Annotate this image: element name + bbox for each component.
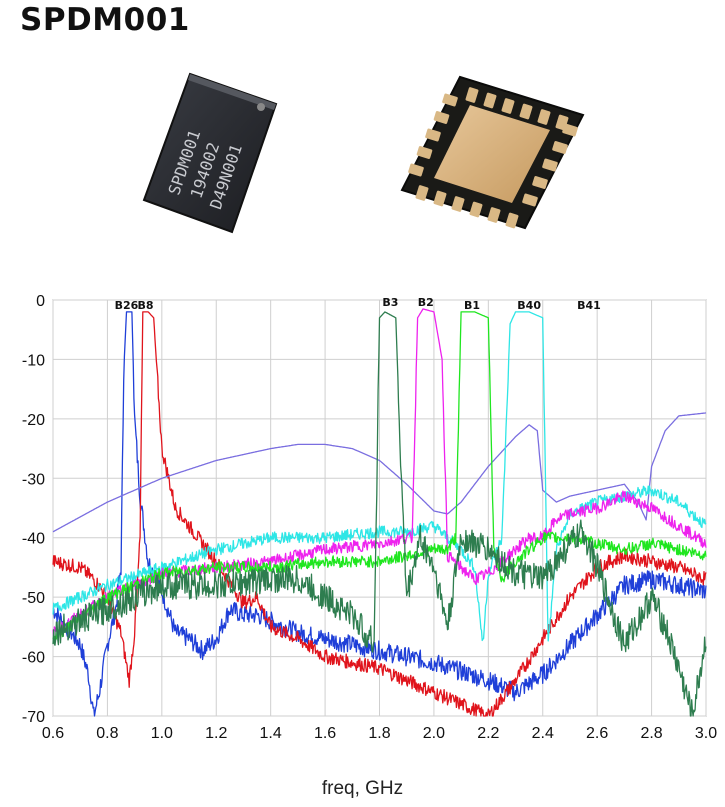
- pad: [425, 128, 441, 142]
- chip-top-icon: SPDM001 194002 D49N001: [142, 72, 278, 234]
- pad: [442, 93, 458, 107]
- band-label-b1: B1: [464, 299, 480, 312]
- x-tick-label: 2.0: [423, 725, 445, 742]
- series-line-2: [52, 412, 707, 533]
- pad: [433, 111, 450, 124]
- pad: [505, 212, 519, 229]
- x-tick-label: 1.6: [314, 725, 336, 742]
- y-tick-label: -60: [22, 650, 45, 667]
- y-tick-label: 0: [36, 293, 45, 310]
- x-tick-label: 2.2: [477, 725, 499, 742]
- pad: [408, 163, 424, 177]
- band-label-b40: B40: [517, 299, 541, 312]
- band-label-b26: B26: [115, 299, 139, 312]
- tick-labels: 0.6 0.8 1.0 1.2 1.4 1.6 1.8 2.0 2.2 2.4 2.6 2.8 3.0 0…: [22, 293, 717, 742]
- pad: [519, 103, 533, 120]
- band-label-b8: B8: [137, 299, 153, 312]
- y-tick-label: -20: [22, 412, 45, 429]
- series-line-6: [52, 311, 707, 717]
- x-tick-label: 0.6: [42, 725, 64, 742]
- band-label-b2: B2: [418, 296, 434, 309]
- band-label-b41: B41: [577, 299, 601, 312]
- y-tick-label: -50: [22, 590, 45, 607]
- pad: [483, 92, 497, 109]
- x-tick-label: 1.2: [205, 725, 227, 742]
- x-tick-label: 1.8: [368, 725, 390, 742]
- y-tick-label: -30: [22, 471, 45, 488]
- pad: [542, 158, 558, 172]
- x-tick-label: 2.6: [586, 725, 608, 742]
- pad: [415, 185, 429, 201]
- pad: [552, 141, 568, 154]
- x-tick-label: 3.0: [695, 725, 717, 742]
- pad: [537, 109, 551, 125]
- x-tick-label: 2.8: [640, 725, 662, 742]
- pad: [416, 146, 433, 159]
- pad: [487, 207, 501, 223]
- x-tick-label: 2.4: [532, 725, 554, 742]
- x-axis-label: freq, GHz: [321, 778, 404, 799]
- pad: [562, 123, 578, 137]
- x-tick-label: 1.0: [151, 725, 173, 742]
- x-tick-label: 1.4: [260, 725, 282, 742]
- band-annotations: B26 B8 B3 B2 B1 B40 B41: [115, 296, 601, 312]
- grid: [52, 299, 707, 717]
- filter-response-chart: 0.6 0.8 1.0 1.2 1.4 1.6 1.8 2.0 2.2 2.4 2.6 2.8 3.0 0…: [22, 293, 717, 742]
- page-title: SPDM001: [20, 2, 190, 38]
- pad: [465, 87, 479, 103]
- series-line-0: [52, 311, 707, 717]
- pad: [433, 190, 447, 207]
- y-tick-label: -70: [22, 709, 45, 726]
- x-tick-label: 0.8: [96, 725, 118, 742]
- pad: [451, 196, 465, 212]
- y-tick-label: -10: [22, 352, 45, 369]
- pad: [501, 98, 515, 114]
- band-label-b3: B3: [382, 296, 398, 309]
- pad: [469, 201, 483, 218]
- chip-bottom-pads-icon: [400, 75, 585, 230]
- y-tick-label: -40: [22, 531, 45, 548]
- series-layer: [52, 308, 707, 717]
- pad: [532, 176, 548, 189]
- pad: [522, 193, 538, 207]
